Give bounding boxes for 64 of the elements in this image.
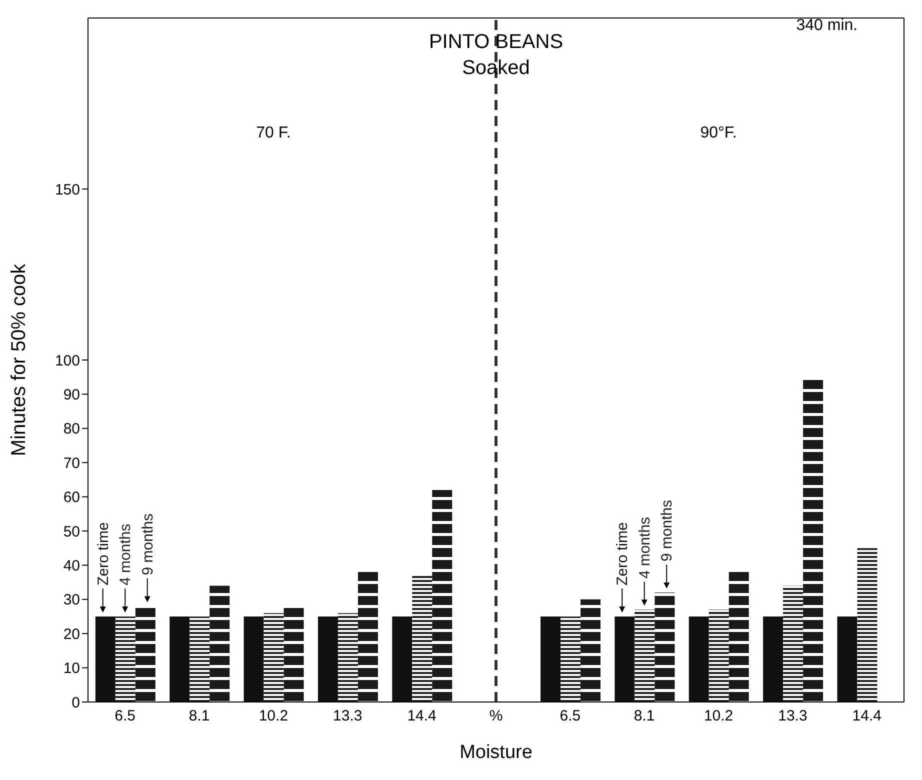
bar	[358, 572, 378, 702]
bar	[432, 490, 452, 702]
bar	[708, 610, 729, 702]
text: 9 months	[139, 514, 156, 576]
bar	[338, 613, 358, 702]
bar	[412, 575, 432, 702]
y-tick-label: 20	[63, 626, 80, 643]
x-axis-title: Moisture	[460, 742, 532, 763]
bar	[580, 599, 601, 702]
y-tick-label: 60	[63, 489, 80, 506]
x-tick-label: 6.5	[114, 708, 136, 725]
y-tick-label: 150	[54, 181, 80, 198]
text: 9 months	[658, 500, 676, 562]
annotation: 90°F.	[700, 124, 737, 142]
x-tick-label: %	[489, 708, 503, 725]
text: Zero time	[614, 522, 632, 586]
bar	[170, 616, 190, 702]
text: 4 months	[117, 524, 134, 586]
y-tick-label: 90	[63, 386, 80, 404]
bar	[857, 548, 878, 702]
bar	[210, 586, 230, 702]
x-tick-label: 6.5	[560, 708, 581, 725]
bar	[318, 616, 338, 702]
bar	[392, 616, 412, 702]
text: 4 months	[636, 516, 654, 579]
y-tick-label: 70	[63, 454, 80, 472]
bar	[95, 616, 116, 702]
bar	[728, 572, 749, 702]
y-tick-label: 10	[63, 660, 80, 678]
bar	[284, 606, 304, 702]
x-tick-label: 13.3	[333, 708, 362, 725]
annotation: 340 min.	[796, 17, 858, 34]
text: Zero time	[94, 522, 112, 586]
bar	[837, 616, 858, 702]
y-axis-title: Minutes for 50% cook	[8, 262, 30, 456]
bar	[135, 606, 156, 702]
annotation: 70 F.	[256, 124, 291, 142]
bar	[244, 616, 264, 702]
bar	[115, 616, 136, 702]
y-tick-label: 30	[63, 592, 80, 609]
x-tick-label: 10.2	[704, 708, 734, 725]
bar	[654, 592, 675, 702]
x-tick-label: 8.1	[188, 708, 210, 725]
y-tick-label: 50	[63, 523, 80, 540]
bar	[560, 616, 581, 702]
bar	[688, 616, 709, 702]
y-tick-label: 40	[63, 558, 80, 575]
text: PINTO BEANS	[428, 31, 564, 53]
x-tick-label: 14.4	[407, 708, 436, 725]
x-tick-label: 13.3	[778, 708, 808, 725]
x-tick-label: 8.1	[634, 708, 655, 725]
x-tick-label: 14.4	[852, 708, 882, 725]
y-tick-label: 80	[63, 420, 80, 438]
bar	[614, 616, 635, 702]
y-tick-label: 0	[72, 694, 80, 712]
text: Soaked	[462, 57, 530, 79]
bar	[190, 616, 210, 702]
bar	[763, 616, 784, 702]
x-tick-label: 10.2	[258, 708, 288, 725]
bar	[634, 610, 655, 702]
y-tick-label: 100	[54, 352, 80, 370]
bar	[540, 616, 561, 702]
bar	[783, 586, 804, 702]
bar	[264, 613, 284, 702]
